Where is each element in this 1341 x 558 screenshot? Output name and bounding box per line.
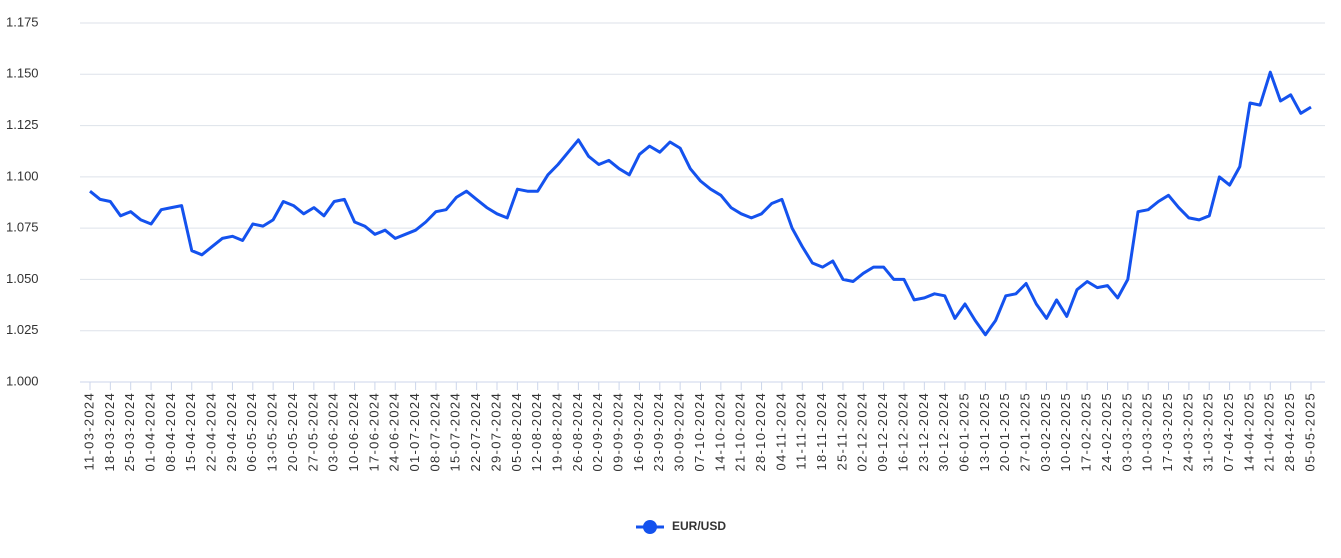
x-tick-label: 20-01-2025 [997, 392, 1012, 472]
y-tick-label: 1.100 [6, 168, 39, 183]
x-tick-label: 28-10-2024 [753, 392, 768, 472]
x-tick-label: 13-05-2024 [265, 392, 280, 472]
x-tick-label: 27-05-2024 [305, 392, 320, 472]
x-tick-label: 22-04-2024 [204, 392, 219, 472]
x-tick-label: 06-05-2024 [244, 392, 259, 472]
x-tick-label: 16-09-2024 [631, 392, 646, 472]
x-tick-label: 27-01-2025 [1018, 392, 1033, 472]
x-tick-label: 09-12-2024 [875, 392, 890, 472]
x-tick-label: 29-04-2024 [224, 392, 239, 472]
y-tick-label: 1.000 [6, 373, 39, 388]
x-tick-label: 30-12-2024 [936, 392, 951, 472]
x-tick-label: 08-07-2024 [427, 392, 442, 472]
x-tick-label: 24-02-2025 [1099, 392, 1114, 472]
x-tick-label: 25-11-2024 [834, 392, 849, 471]
x-tick-label: 02-09-2024 [590, 392, 605, 472]
x-tick-label: 14-10-2024 [712, 392, 727, 472]
y-tick-label: 1.175 [6, 14, 39, 29]
x-tick-label: 04-11-2024 [773, 392, 788, 471]
x-tick-label: 01-04-2024 [142, 392, 157, 472]
x-tick-label: 11-11-2024 [794, 392, 809, 470]
x-tick-label: 17-02-2025 [1079, 392, 1094, 472]
x-tick-label: 18-11-2024 [814, 392, 829, 471]
x-tick-label: 13-01-2025 [977, 392, 992, 472]
legend-marker [643, 520, 657, 534]
x-tick-label: 28-04-2025 [1282, 392, 1297, 472]
x-tick-label: 08-04-2024 [163, 392, 178, 472]
x-tick-label: 01-07-2024 [407, 392, 422, 472]
x-tick-label: 10-06-2024 [346, 392, 361, 472]
x-tick-label: 06-01-2025 [956, 392, 971, 472]
x-tick-label: 10-03-2025 [1140, 392, 1155, 472]
x-tick-label: 31-03-2025 [1201, 392, 1216, 472]
x-tick-label: 24-06-2024 [387, 392, 402, 472]
x-tick-label: 18-03-2024 [102, 392, 117, 472]
x-tick-label: 10-02-2025 [1058, 392, 1073, 472]
y-tick-label: 1.025 [6, 322, 39, 337]
x-tick-label: 12-08-2024 [529, 392, 544, 472]
x-tick-label: 02-12-2024 [855, 392, 870, 472]
x-tick-label: 23-09-2024 [651, 392, 666, 472]
x-tick-label: 07-10-2024 [692, 392, 707, 472]
legend-label: EUR/USD [672, 519, 726, 533]
x-tick-label: 26-08-2024 [570, 392, 585, 472]
x-tick-label: 21-10-2024 [733, 392, 748, 472]
x-tick-label: 16-12-2024 [895, 392, 910, 472]
x-tick-label: 14-04-2025 [1241, 392, 1256, 472]
x-tick-label: 29-07-2024 [488, 392, 503, 472]
x-tick-label: 15-04-2024 [183, 392, 198, 472]
x-tick-label: 11-03-2024 [81, 392, 96, 471]
x-tick-label: 03-02-2025 [1038, 392, 1053, 472]
x-tick-label: 15-07-2024 [448, 392, 463, 472]
x-tick-label: 09-09-2024 [611, 392, 626, 472]
x-tick-label: 19-08-2024 [549, 392, 564, 472]
x-tick-label: 07-04-2025 [1221, 392, 1236, 472]
x-tick-label: 17-03-2025 [1160, 392, 1175, 472]
x-tick-label: 22-07-2024 [468, 392, 483, 472]
x-tick-label: 30-09-2024 [672, 392, 687, 472]
x-tick-label: 25-03-2024 [122, 392, 137, 472]
x-tick-label: 21-04-2025 [1262, 392, 1277, 472]
x-tick-label: 20-05-2024 [285, 392, 300, 472]
x-tick-label: 05-05-2025 [1302, 392, 1317, 472]
x-tick-label: 24-03-2025 [1180, 392, 1195, 472]
y-tick-label: 1.150 [6, 66, 39, 81]
data-line [89, 70, 1312, 337]
x-tick-label: 17-06-2024 [366, 392, 381, 472]
x-tick-label: 03-03-2025 [1119, 392, 1134, 472]
x-tick-label: 03-06-2024 [326, 392, 341, 472]
y-tick-label: 1.075 [6, 220, 39, 235]
y-tick-label: 1.125 [6, 117, 39, 132]
y-tick-label: 1.050 [6, 271, 39, 286]
x-tick-label: 05-08-2024 [509, 392, 524, 472]
x-tick-label: 23-12-2024 [916, 392, 931, 472]
